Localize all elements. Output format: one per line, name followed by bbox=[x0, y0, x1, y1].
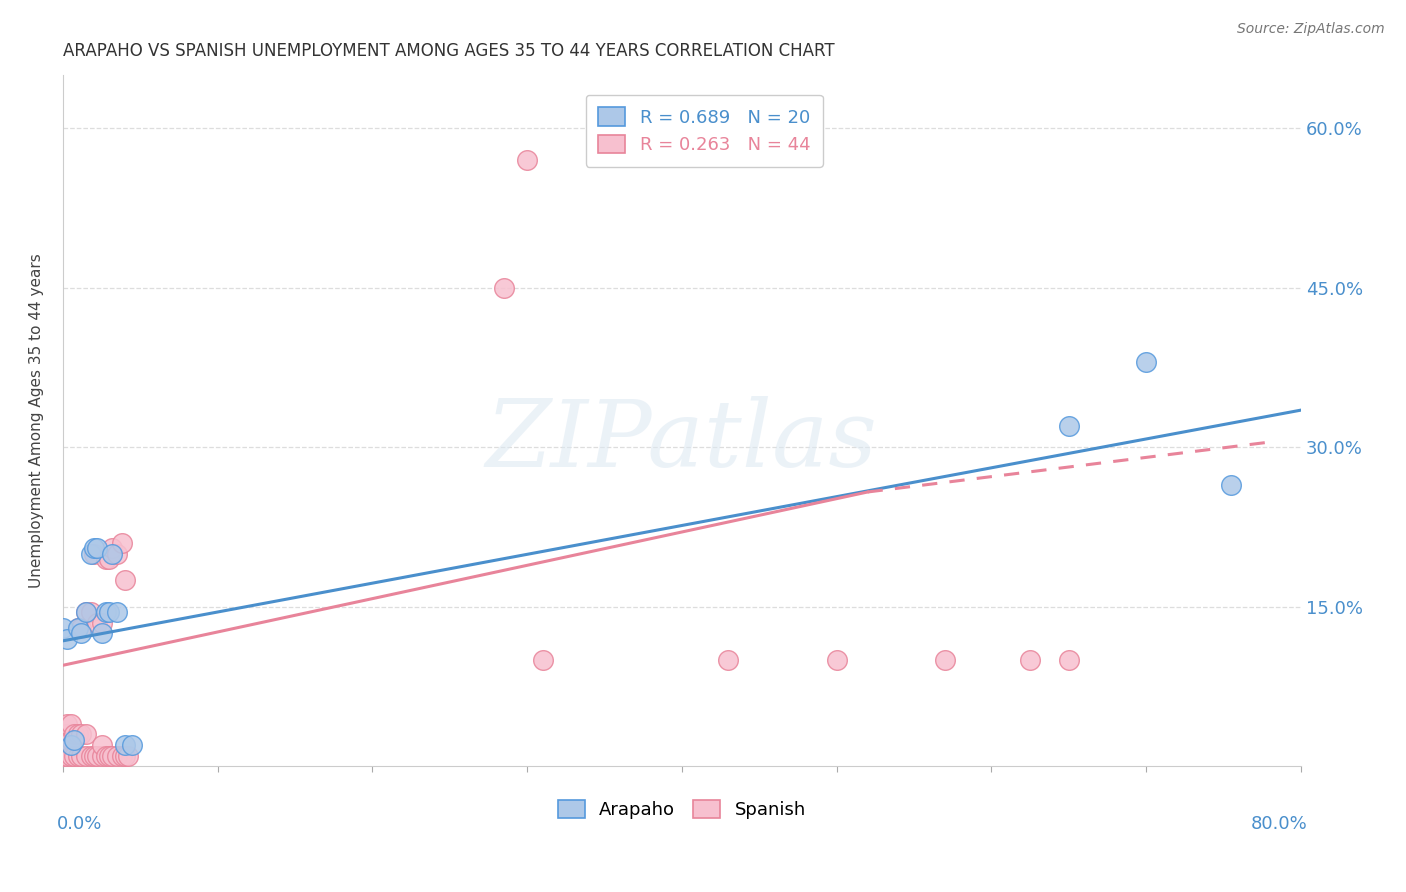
Point bbox=[94, 605, 117, 619]
Point bbox=[531, 653, 554, 667]
Point bbox=[55, 743, 77, 757]
Point bbox=[62, 727, 84, 741]
Point bbox=[67, 727, 90, 741]
Point bbox=[70, 626, 93, 640]
Point bbox=[98, 552, 121, 566]
Point bbox=[79, 547, 101, 561]
Point bbox=[86, 615, 108, 630]
Point bbox=[75, 605, 97, 619]
Text: ARAPAHO VS SPANISH UNEMPLOYMENT AMONG AGES 35 TO 44 YEARS CORRELATION CHART: ARAPAHO VS SPANISH UNEMPLOYMENT AMONG AG… bbox=[63, 42, 834, 60]
Point bbox=[79, 748, 101, 763]
Point bbox=[59, 716, 82, 731]
Point bbox=[67, 748, 90, 763]
Point bbox=[1220, 477, 1243, 491]
Point bbox=[75, 605, 97, 619]
Text: 80.0%: 80.0% bbox=[1250, 814, 1308, 833]
Point bbox=[101, 541, 124, 556]
Point bbox=[62, 732, 84, 747]
Point bbox=[101, 748, 124, 763]
Point bbox=[52, 732, 75, 747]
Point bbox=[83, 748, 105, 763]
Point bbox=[90, 615, 112, 630]
Point bbox=[110, 748, 132, 763]
Point bbox=[121, 738, 143, 752]
Point bbox=[75, 748, 97, 763]
Point bbox=[1019, 653, 1042, 667]
Point bbox=[67, 621, 90, 635]
Point bbox=[59, 748, 82, 763]
Point bbox=[70, 727, 93, 741]
Point bbox=[90, 626, 112, 640]
Legend: Arapaho, Spanish: Arapaho, Spanish bbox=[551, 793, 813, 826]
Point bbox=[105, 547, 128, 561]
Point bbox=[59, 732, 82, 747]
Point bbox=[67, 621, 90, 635]
Point bbox=[114, 574, 136, 588]
Point bbox=[86, 748, 108, 763]
Point bbox=[94, 552, 117, 566]
Point bbox=[52, 748, 75, 763]
Point bbox=[825, 653, 848, 667]
Point bbox=[83, 541, 105, 556]
Text: ZIPatlas: ZIPatlas bbox=[486, 397, 877, 486]
Point bbox=[98, 605, 121, 619]
Point bbox=[717, 653, 740, 667]
Point bbox=[1057, 419, 1080, 434]
Point bbox=[52, 621, 75, 635]
Point bbox=[79, 605, 101, 619]
Point bbox=[56, 748, 79, 763]
Point bbox=[492, 281, 515, 295]
Text: Source: ZipAtlas.com: Source: ZipAtlas.com bbox=[1237, 22, 1385, 37]
Point bbox=[1135, 355, 1157, 369]
Point bbox=[117, 748, 139, 763]
Point bbox=[101, 547, 124, 561]
Point bbox=[110, 536, 132, 550]
Point bbox=[90, 748, 112, 763]
Point bbox=[75, 727, 97, 741]
Point bbox=[114, 738, 136, 752]
Point bbox=[105, 748, 128, 763]
Point bbox=[56, 716, 79, 731]
Point bbox=[56, 632, 79, 646]
Point bbox=[70, 621, 93, 635]
Point bbox=[105, 605, 128, 619]
Point bbox=[516, 153, 538, 168]
Point bbox=[114, 748, 136, 763]
Point bbox=[55, 727, 77, 741]
Point bbox=[98, 748, 121, 763]
Point bbox=[59, 738, 82, 752]
Point bbox=[86, 541, 108, 556]
Point bbox=[90, 738, 112, 752]
Point bbox=[94, 748, 117, 763]
Point bbox=[1057, 653, 1080, 667]
Point bbox=[70, 748, 93, 763]
Y-axis label: Unemployment Among Ages 35 to 44 years: Unemployment Among Ages 35 to 44 years bbox=[30, 253, 44, 588]
Point bbox=[934, 653, 956, 667]
Point bbox=[56, 732, 79, 747]
Point bbox=[62, 748, 84, 763]
Text: 0.0%: 0.0% bbox=[56, 814, 103, 833]
Point bbox=[83, 547, 105, 561]
